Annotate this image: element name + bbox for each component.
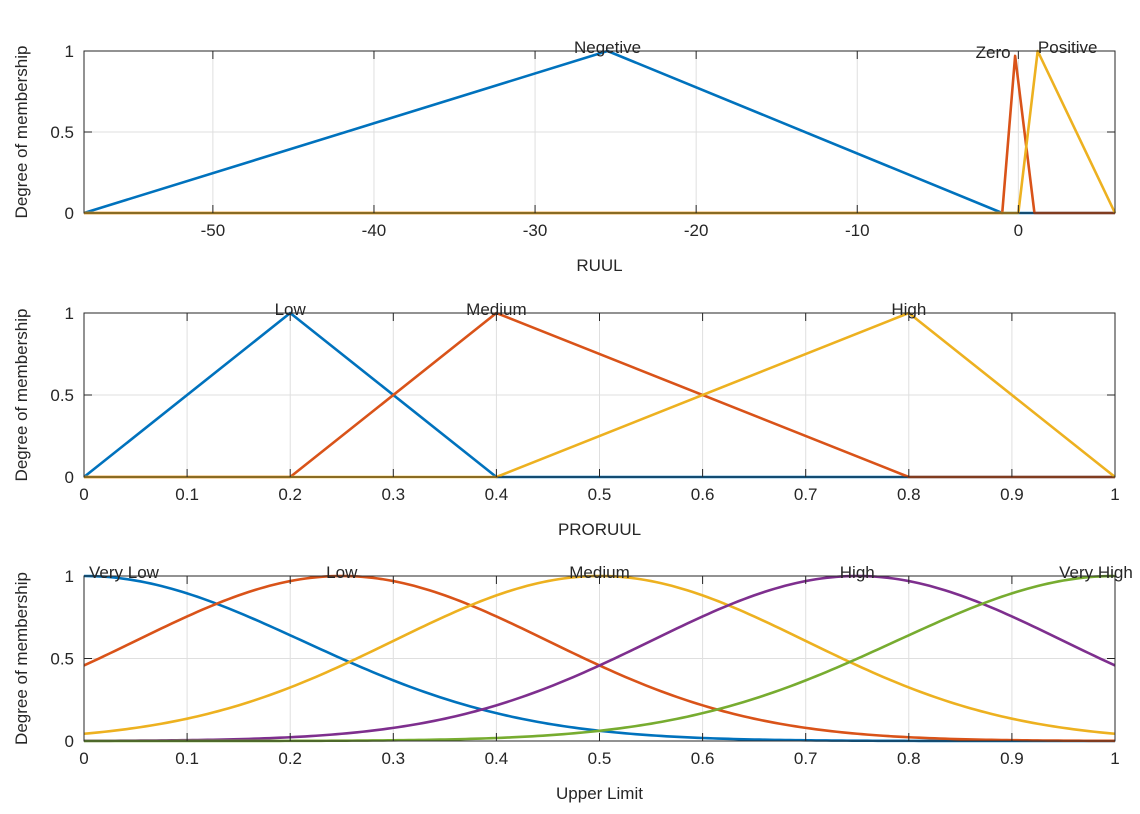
series-label-very-high: Very High	[1059, 563, 1133, 582]
x-tick-label: 0.3	[381, 485, 405, 504]
chart-panel-2: Low Medium High 0 0.1 0.2 0.3 0.4 0.5 0.6 0.7 0.8 0.…	[12, 300, 1120, 539]
x-tick-label: 0.1	[175, 485, 199, 504]
y-tick-label: 1	[65, 567, 74, 586]
y-tick-label: 0.5	[50, 650, 74, 669]
y-tick-label: 0	[65, 204, 74, 223]
series-label-low: Low	[326, 563, 358, 582]
x-tick-label: 0.6	[691, 749, 715, 768]
series-label-very-low: Very Low	[89, 563, 160, 582]
y-axis-label: Degree of membership	[12, 572, 31, 745]
y-tick-label: 1	[65, 304, 74, 323]
series-label-negetive: Negetive	[574, 38, 641, 57]
x-tick-label: 0.8	[897, 749, 921, 768]
x-axis-label: RUUL	[576, 256, 622, 275]
x-tick-label: 0.1	[175, 749, 199, 768]
x-tick-label: 0.9	[1000, 485, 1024, 504]
x-tick-label: -20	[684, 221, 709, 240]
chart-panel-3: Very Low Low Medium High Very High 0 0.1 0.2 0.3…	[12, 563, 1133, 803]
y-tick-label: 0.5	[50, 123, 74, 142]
x-tick-label: -50	[201, 221, 226, 240]
x-tick-label: 0.9	[1000, 749, 1024, 768]
x-tick-label: 0.3	[381, 749, 405, 768]
x-tick-label: 0.4	[485, 485, 509, 504]
x-tick-label: 0	[79, 749, 88, 768]
x-tick-label: 0.5	[588, 749, 612, 768]
x-tick-label: -10	[845, 221, 870, 240]
y-axis-label: Degree of membership	[12, 46, 31, 219]
x-tick-label: -40	[362, 221, 387, 240]
x-tick-label: 0.7	[794, 485, 818, 504]
series-label-zero: Zero	[976, 43, 1011, 62]
x-axis-label: Upper Limit	[556, 784, 643, 803]
y-axis-label: Degree of membership	[12, 309, 31, 482]
x-tick-label: 1	[1110, 749, 1119, 768]
x-tick-label: 0	[79, 485, 88, 504]
series-label-high: High	[891, 300, 926, 319]
x-tick-label: 0.7	[794, 749, 818, 768]
series-label-medium: Medium	[569, 563, 629, 582]
series-label-positive: Positive	[1038, 38, 1098, 57]
x-tick-label: 0.4	[485, 749, 509, 768]
x-tick-label: 0.2	[278, 485, 302, 504]
series-line-high	[83, 574, 1116, 743]
x-tick-label: 0.2	[278, 749, 302, 768]
y-tick-label: 0	[65, 468, 74, 487]
x-axis-label: PRORUUL	[558, 520, 641, 539]
series-label-high: High	[840, 563, 875, 582]
y-tick-label: 0.5	[50, 386, 74, 405]
chart-panel-1: Negetive Zero Positive -50 -40 -30 -20 -10 0 0 0.5…	[12, 38, 1117, 275]
x-tick-label: 0.5	[588, 485, 612, 504]
y-tick-label: 0	[65, 732, 74, 751]
y-tick-label: 1	[65, 42, 74, 61]
x-tick-label: -30	[523, 221, 548, 240]
x-tick-label: 0.6	[691, 485, 715, 504]
x-tick-label: 0	[1014, 221, 1023, 240]
series-label-medium: Medium	[466, 300, 526, 319]
x-tick-label: 0.8	[897, 485, 921, 504]
x-tick-label: 1	[1110, 485, 1119, 504]
series-label-low: Low	[275, 300, 307, 319]
